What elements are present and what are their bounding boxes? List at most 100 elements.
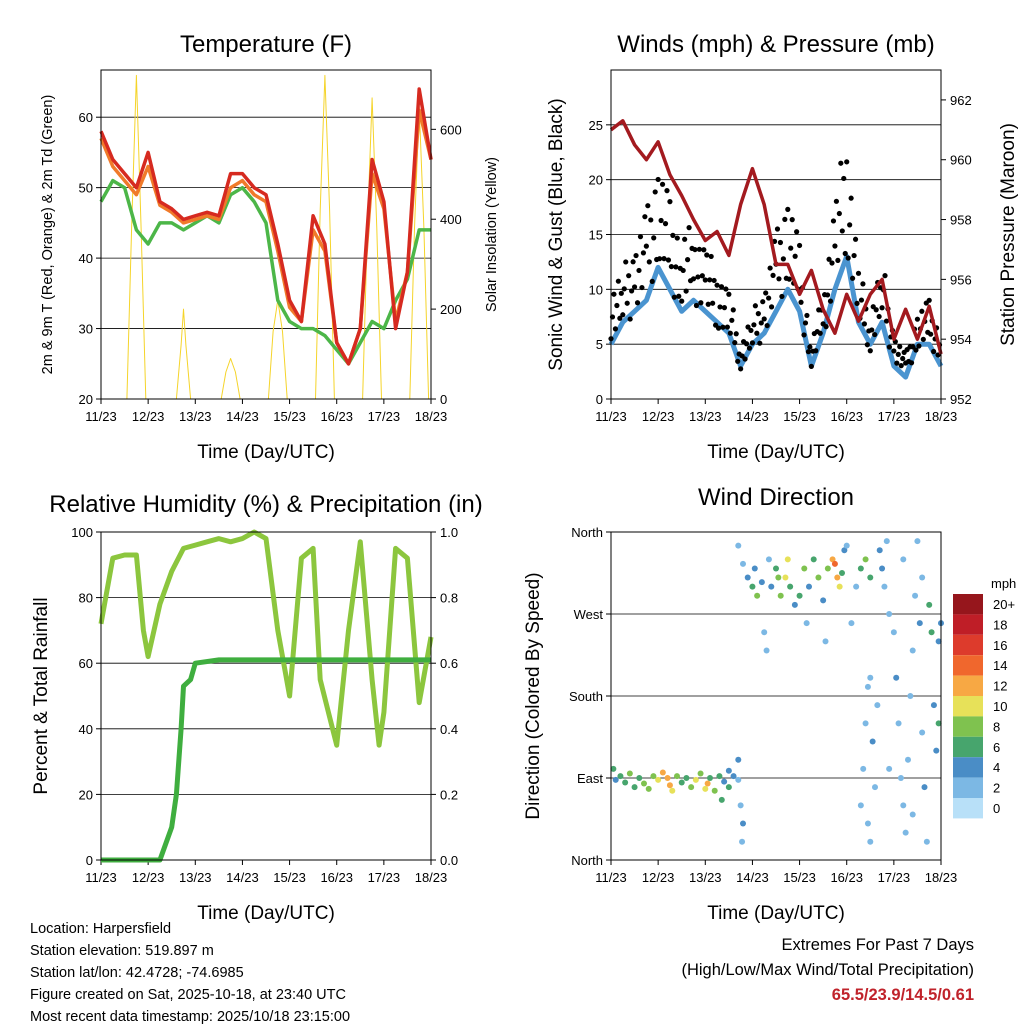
y-tick-label-right: 954 [950, 332, 972, 347]
gust-point [640, 250, 647, 256]
y-tick-label: 5 [596, 337, 603, 352]
y-tick-label: 20 [589, 173, 603, 188]
direction-point [930, 702, 937, 709]
direction-point [617, 773, 624, 780]
gust-point [908, 360, 915, 366]
direction-point [645, 785, 652, 792]
direction-point [862, 556, 869, 563]
gust-point [642, 214, 648, 220]
gust-point [685, 257, 691, 263]
direction-point [775, 574, 782, 581]
gust-point [720, 324, 726, 330]
gust-point [631, 284, 638, 290]
direction-point [935, 638, 942, 645]
gust-point [612, 326, 619, 332]
gust-point [639, 284, 645, 291]
plot-frame [610, 69, 942, 400]
gust-point [879, 305, 885, 311]
direction-point [810, 556, 817, 563]
colorbar-label: 4 [993, 760, 1000, 775]
gust-point [657, 256, 663, 262]
direction-point [857, 802, 864, 809]
direction-point [721, 778, 728, 785]
direction-point [735, 776, 742, 783]
gust-point [673, 264, 679, 270]
direction-point [707, 775, 713, 781]
x-tick-label: 13/23 [179, 870, 212, 885]
direction-point [730, 773, 737, 780]
gust-point [841, 175, 847, 182]
direction-point [853, 583, 860, 590]
direction-point [829, 556, 836, 563]
gust-point [928, 331, 934, 337]
direction-point [697, 770, 704, 777]
colorbar-label: 6 [993, 740, 1000, 755]
gust-point [758, 320, 764, 326]
gust-point [743, 341, 750, 347]
direction-point [782, 574, 789, 581]
colorbar-swatch [953, 736, 983, 758]
gust-point [900, 355, 906, 362]
x-tick-label: 16/23 [830, 870, 863, 885]
gust-point [872, 331, 878, 338]
direction-point [919, 729, 926, 736]
x-tick-label: 11/23 [85, 870, 117, 885]
y-tick-label: 60 [79, 656, 93, 671]
direction-point [862, 720, 869, 727]
direction-point [773, 565, 779, 572]
gust-point [649, 278, 655, 284]
gust-point [630, 259, 636, 265]
gust-point [858, 297, 865, 303]
gust-point [826, 256, 832, 262]
gust-point [931, 348, 937, 355]
direction-point [678, 779, 685, 786]
latlon-text: Station lat/lon: 42.4728; -74.6985 [30, 965, 244, 981]
direction-point [784, 556, 791, 563]
gust-point [723, 286, 729, 292]
gust-point [680, 267, 686, 274]
y-axis-label-right: Solar Insolation (Yellow) [484, 157, 500, 312]
plot-frame [100, 69, 432, 400]
gust-point [861, 321, 867, 327]
gust-point [854, 300, 860, 306]
gust-point [748, 327, 754, 334]
gust-point [664, 188, 670, 194]
gust-point [798, 299, 804, 305]
2m-td-line [99, 178, 431, 366]
x-tick-label: 14/23 [226, 409, 259, 424]
direction-point [711, 787, 718, 794]
panel-title: Wind Direction [698, 484, 854, 511]
y-tick-label: 25 [589, 118, 603, 133]
direction-point [864, 820, 871, 827]
direction-point [650, 773, 657, 780]
gust-point [801, 332, 807, 338]
direction-point [820, 597, 827, 604]
gust-point [864, 342, 870, 348]
direction-point [900, 802, 907, 809]
gust-point [715, 325, 722, 331]
gust-point [652, 189, 658, 195]
gust-point [704, 252, 710, 258]
x-tick-label: 18/23 [415, 409, 448, 424]
gust-point [636, 267, 642, 274]
y-axis-label: 2m & 9m T (Red, Orange) & 2m Td (Green) [40, 95, 56, 375]
y-tick-label: 30 [79, 322, 93, 337]
y-tick-label: 15 [589, 228, 603, 243]
x-tick-label: 15/23 [783, 870, 816, 885]
direction-point [874, 702, 881, 709]
x-tick-label: 15/23 [273, 870, 306, 885]
gust-point [645, 203, 651, 209]
recent-data-text: Most recent data timestamp: 2025/10/18 2… [30, 1009, 351, 1025]
gust-point [886, 344, 893, 350]
direction-point [872, 784, 878, 791]
direction-point [890, 629, 897, 636]
gust-point [749, 340, 756, 346]
gust-point [894, 360, 900, 366]
direction-point [841, 547, 848, 554]
gust-point [788, 245, 794, 251]
gust-point [916, 343, 922, 349]
gust-point [724, 324, 730, 330]
extremes-subtitle: (High/Low/Max Wind/Total Precipitation) [681, 961, 974, 979]
direction-point [909, 811, 916, 818]
colorbar-swatch [953, 655, 983, 676]
